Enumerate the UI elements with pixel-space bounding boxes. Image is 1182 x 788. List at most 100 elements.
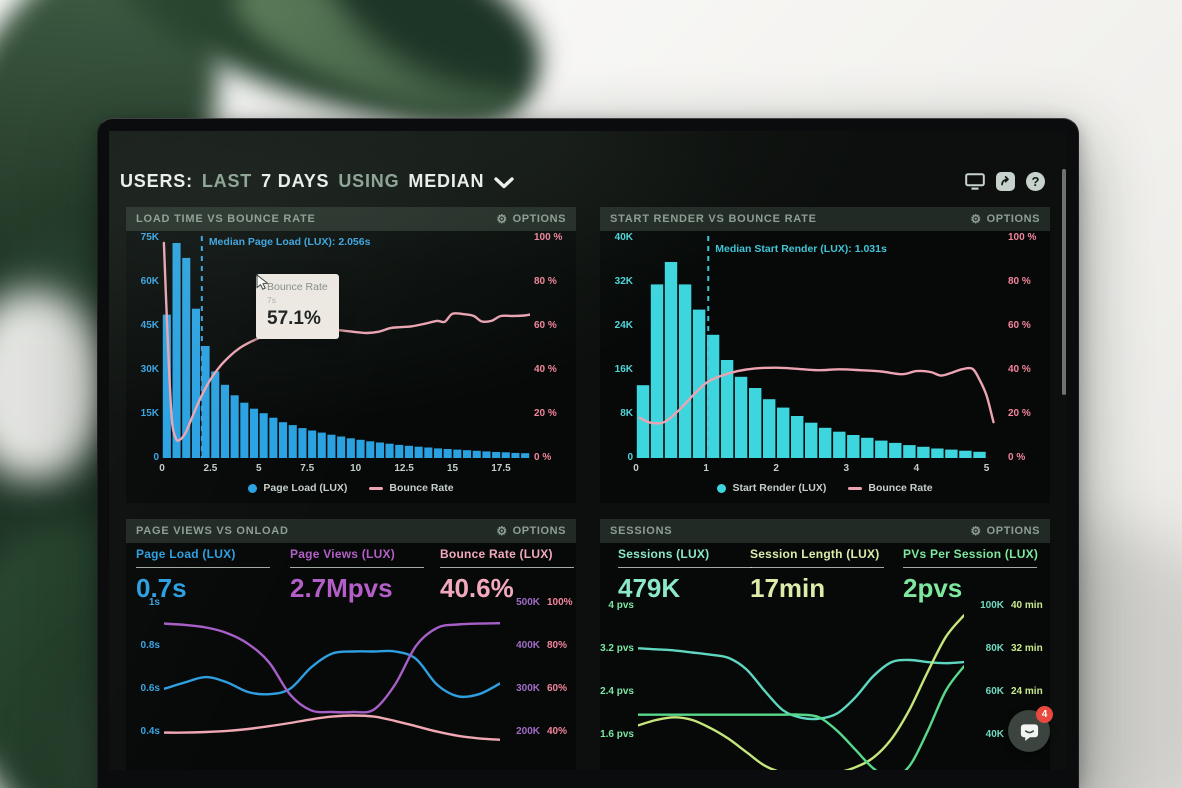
panel-title: PAGE VIEWS VS ONLOAD — [136, 525, 289, 537]
mouse-cursor-icon — [256, 274, 269, 290]
legend-item[interactable]: Bounce Rate — [848, 482, 933, 494]
metric-label: Session Length (LUX) — [750, 547, 880, 561]
panel-header: SESSIONS ⚙ OPTIONS — [600, 519, 1050, 543]
options-button[interactable]: ⚙ OPTIONS — [496, 525, 566, 537]
chart-tooltip: Bounce Rate 7s 57.1% — [256, 274, 339, 339]
options-button[interactable]: ⚙ OPTIONS — [970, 525, 1040, 537]
gear-icon: ⚙ — [970, 212, 982, 226]
metric-value: 479K — [618, 573, 681, 603]
panel-header: START RENDER VS BOUNCE RATE ⚙ OPTIONS — [600, 207, 1050, 231]
y-axis-right: 100 % 80 % 60 % 40 % 20 % 0 % — [534, 232, 563, 463]
chat-bubble-icon — [1020, 723, 1038, 741]
title-segment: LAST — [201, 170, 253, 191]
legend-item[interactable]: Page Load (LUX) — [248, 482, 347, 494]
options-label: OPTIONS — [986, 525, 1040, 537]
metric-value: 0.7s — [136, 573, 187, 603]
toolbar: ? — [965, 171, 1045, 191]
panel-sessions: SESSIONS ⚙ OPTIONS Sessions (LUX) 479K — [600, 519, 1050, 770]
scrollbar[interactable] — [1062, 169, 1066, 395]
metric-label: Page Views (LUX) — [290, 547, 395, 561]
metric-sessions: Sessions (LUX) 479K — [618, 547, 760, 604]
tooltip-subtitle: 7s — [267, 295, 276, 305]
users-range-dropdown[interactable]: USERS: LAST 7 DAYS USING MEDIAN — [120, 171, 514, 192]
panel-header: PAGE VIEWS VS ONLOAD ⚙ OPTIONS — [126, 519, 576, 543]
median-annotation: Median Start Render (LUX): 1.031s — [715, 243, 887, 255]
metric-label: Bounce Rate (LUX) — [440, 547, 553, 561]
panel-title: START RENDER VS BOUNCE RATE — [610, 213, 817, 225]
metric-pvs-per-session: PVs Per Session (LUX) 2pvs — [903, 547, 1045, 604]
tooltip-title: Bounce Rate — [267, 281, 328, 293]
chat-widget-button[interactable]: 4 — [1008, 706, 1053, 752]
y-axis-left: 1s 0.8s 0.6s 0.4s — [140, 597, 160, 737]
help-icon[interactable]: ? — [1026, 171, 1045, 191]
notification-badge: 4 — [1036, 706, 1053, 723]
legend-dot-swatch — [717, 483, 727, 493]
chevron-down-icon — [494, 176, 514, 188]
y-axis-left: 4 pvs 3.2 pvs 2.4 pvs 1.6 pvs — [600, 600, 634, 740]
panel-load-time: LOAD TIME VS BOUNCE RATE ⚙ OPTIONS 75K 60… — [126, 207, 576, 503]
title-segment: 7 DAYS — [261, 170, 330, 191]
median-annotation: Median Page Load (LUX): 2.056s — [208, 236, 371, 248]
share-icon[interactable] — [996, 171, 1015, 191]
metric-value: 2pvs — [903, 573, 963, 603]
metrics-row: Page Load (LUX) 0.7s Page Views (LUX) 2.… — [136, 547, 574, 621]
gear-icon: ⚙ — [496, 524, 508, 538]
metric-page-load: Page Load (LUX) 0.7s — [136, 547, 278, 604]
title-segment: USERS: — [120, 170, 193, 191]
title-segment: MEDIAN — [408, 170, 485, 191]
metric-label: Page Load (LUX) — [136, 547, 236, 561]
x-axis: 0 2.5 5 7.5 10 12.5 15 17.5 — [159, 463, 511, 474]
options-button[interactable]: ⚙ OPTIONS — [496, 213, 566, 225]
metric-session-length: Session Length (LUX) 17min — [750, 547, 892, 604]
display-icon[interactable] — [965, 172, 985, 191]
panel-header: LOAD TIME VS BOUNCE RATE ⚙ OPTIONS — [126, 207, 576, 231]
panel-title: LOAD TIME VS BOUNCE RATE — [136, 213, 316, 225]
metric-value: 40.6% — [440, 573, 514, 603]
chart-legend: Start Render (LUX) Bounce Rate — [600, 482, 1050, 494]
metric-underline — [290, 567, 424, 568]
options-button[interactable]: ⚙ OPTIONS — [970, 213, 1040, 225]
gear-icon: ⚙ — [496, 212, 508, 226]
options-label: OPTIONS — [512, 213, 566, 225]
load-time-chart[interactable]: Median Page Load (LUX): 2.056s Bounce Ra… — [162, 234, 530, 458]
metrics-row: Sessions (LUX) 479K Session Length (LUX)… — [610, 547, 1040, 621]
start-render-chart[interactable]: Median Start Render (LUX): 1.031s — [636, 234, 1004, 458]
metric-underline — [136, 567, 270, 568]
legend-line-swatch — [369, 486, 384, 490]
y-axis-left: 75K 60K 45K 30K 15K 0 — [140, 232, 159, 463]
gear-icon: ⚙ — [970, 524, 982, 538]
metric-label: Sessions (LUX) — [618, 547, 710, 561]
chart-legend: Page Load (LUX) Bounce Rate — [126, 482, 576, 494]
metric-underline — [618, 567, 752, 568]
pageviews-onload-chart[interactable] — [164, 597, 500, 770]
sessions-chart[interactable] — [638, 597, 964, 770]
metric-underline — [903, 567, 1037, 568]
metric-underline — [440, 567, 574, 568]
panel-title: SESSIONS — [610, 525, 673, 537]
y-axis-left: 40K 32K 24K 16K 8K 0 — [614, 232, 633, 463]
legend-item[interactable]: Start Render (LUX) — [717, 482, 826, 494]
options-label: OPTIONS — [986, 213, 1040, 225]
dashboard: USERS: LAST 7 DAYS USING MEDIAN — [109, 131, 1067, 770]
laptop: USERS: LAST 7 DAYS USING MEDIAN — [97, 118, 1079, 788]
laptop-screen: USERS: LAST 7 DAYS USING MEDIAN — [109, 131, 1067, 770]
metric-underline — [750, 567, 884, 568]
tooltip-value: 57.1% — [267, 308, 321, 329]
title-segment: USING — [338, 170, 400, 191]
legend-item[interactable]: Bounce Rate — [369, 482, 454, 494]
legend-line-swatch — [848, 486, 863, 490]
legend-dot-swatch — [248, 483, 258, 493]
y-axis-right: 100K 40 min 80K 32 min 60K 24 min 40K — [980, 600, 1043, 740]
metric-page-views: Page Views (LUX) 2.7Mpvs — [290, 547, 432, 604]
options-label: OPTIONS — [512, 525, 566, 537]
metric-bounce-rate: Bounce Rate (LUX) 40.6% — [440, 547, 576, 604]
y-axis-right: 100 % 80 % 60 % 40 % 20 % 0 % — [1008, 232, 1037, 463]
y-axis-right: 500K 100% 400K 80% 300K 60% 200K 40% — [516, 597, 573, 737]
metric-label: PVs Per Session (LUX) — [903, 547, 1039, 561]
metric-value: 17min — [750, 573, 826, 603]
metric-value: 2.7Mpvs — [290, 573, 393, 603]
panel-pageviews-onload: PAGE VIEWS VS ONLOAD ⚙ OPTIONS Page Load… — [126, 519, 576, 770]
panel-start-render: START RENDER VS BOUNCE RATE ⚙ OPTIONS 40… — [600, 207, 1050, 503]
